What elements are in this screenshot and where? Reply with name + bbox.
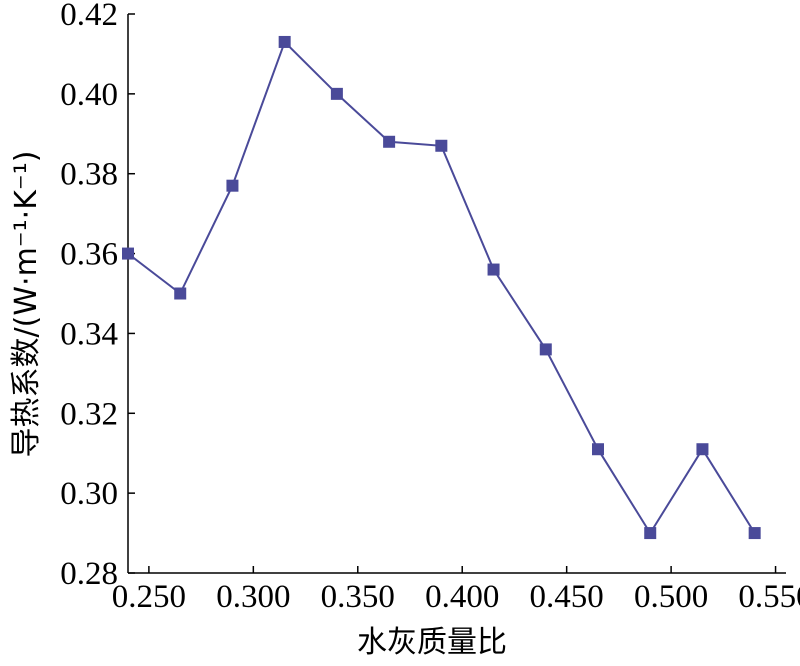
data-point-marker [539, 343, 552, 356]
data-point-marker [226, 179, 239, 192]
ticks [128, 13, 777, 574]
x-axis-title: 水灰质量比 [357, 625, 507, 660]
x-tick-label: 0.550 [738, 579, 800, 615]
y-tick-label: 0.34 [60, 316, 118, 352]
data-point-marker [435, 139, 448, 152]
y-tick-label: 0.40 [60, 77, 118, 113]
x-tick-label: 0.300 [216, 579, 290, 615]
axes [127, 14, 786, 574]
tick-labels: 0.28 0.30 0.32 0.34 0.36 0.38 0.40 0.42 0.250 0.3… [60, 0, 800, 615]
x-tick-label: 0.500 [634, 579, 708, 615]
data-point-marker [487, 263, 500, 276]
x-tick-label: 0.400 [425, 579, 499, 615]
data-point-marker [696, 443, 709, 456]
x-tick-label: 0.250 [112, 579, 186, 615]
data-point-marker [278, 35, 291, 48]
x-tick-label: 0.350 [321, 579, 395, 615]
y-tick-label: 0.28 [60, 556, 118, 592]
y-tick-label: 0.42 [60, 0, 118, 33]
data-point-marker [383, 135, 396, 148]
y-axis-title: 导热系数/(W·m⁻¹·K⁻¹) [9, 151, 44, 458]
y-tick-label: 0.30 [60, 476, 118, 512]
series [122, 35, 761, 540]
data-point-marker [644, 527, 657, 540]
data-point-marker [330, 87, 343, 100]
y-tick-label: 0.36 [60, 237, 118, 273]
data-point-marker [748, 527, 761, 540]
data-point-marker [122, 247, 134, 260]
data-point-marker [592, 443, 604, 456]
y-tick-label: 0.38 [60, 157, 118, 193]
series-line [127, 40, 756, 535]
x-tick-label: 0.450 [530, 579, 604, 615]
data-point-marker [174, 287, 187, 300]
y-tick-label: 0.32 [60, 396, 118, 432]
